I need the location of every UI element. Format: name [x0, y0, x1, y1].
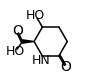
Text: O: O [12, 24, 23, 38]
Text: HN: HN [31, 54, 50, 67]
Polygon shape [22, 40, 34, 43]
Text: HO: HO [6, 45, 25, 58]
Text: O: O [60, 60, 71, 74]
Text: HO: HO [26, 9, 45, 22]
